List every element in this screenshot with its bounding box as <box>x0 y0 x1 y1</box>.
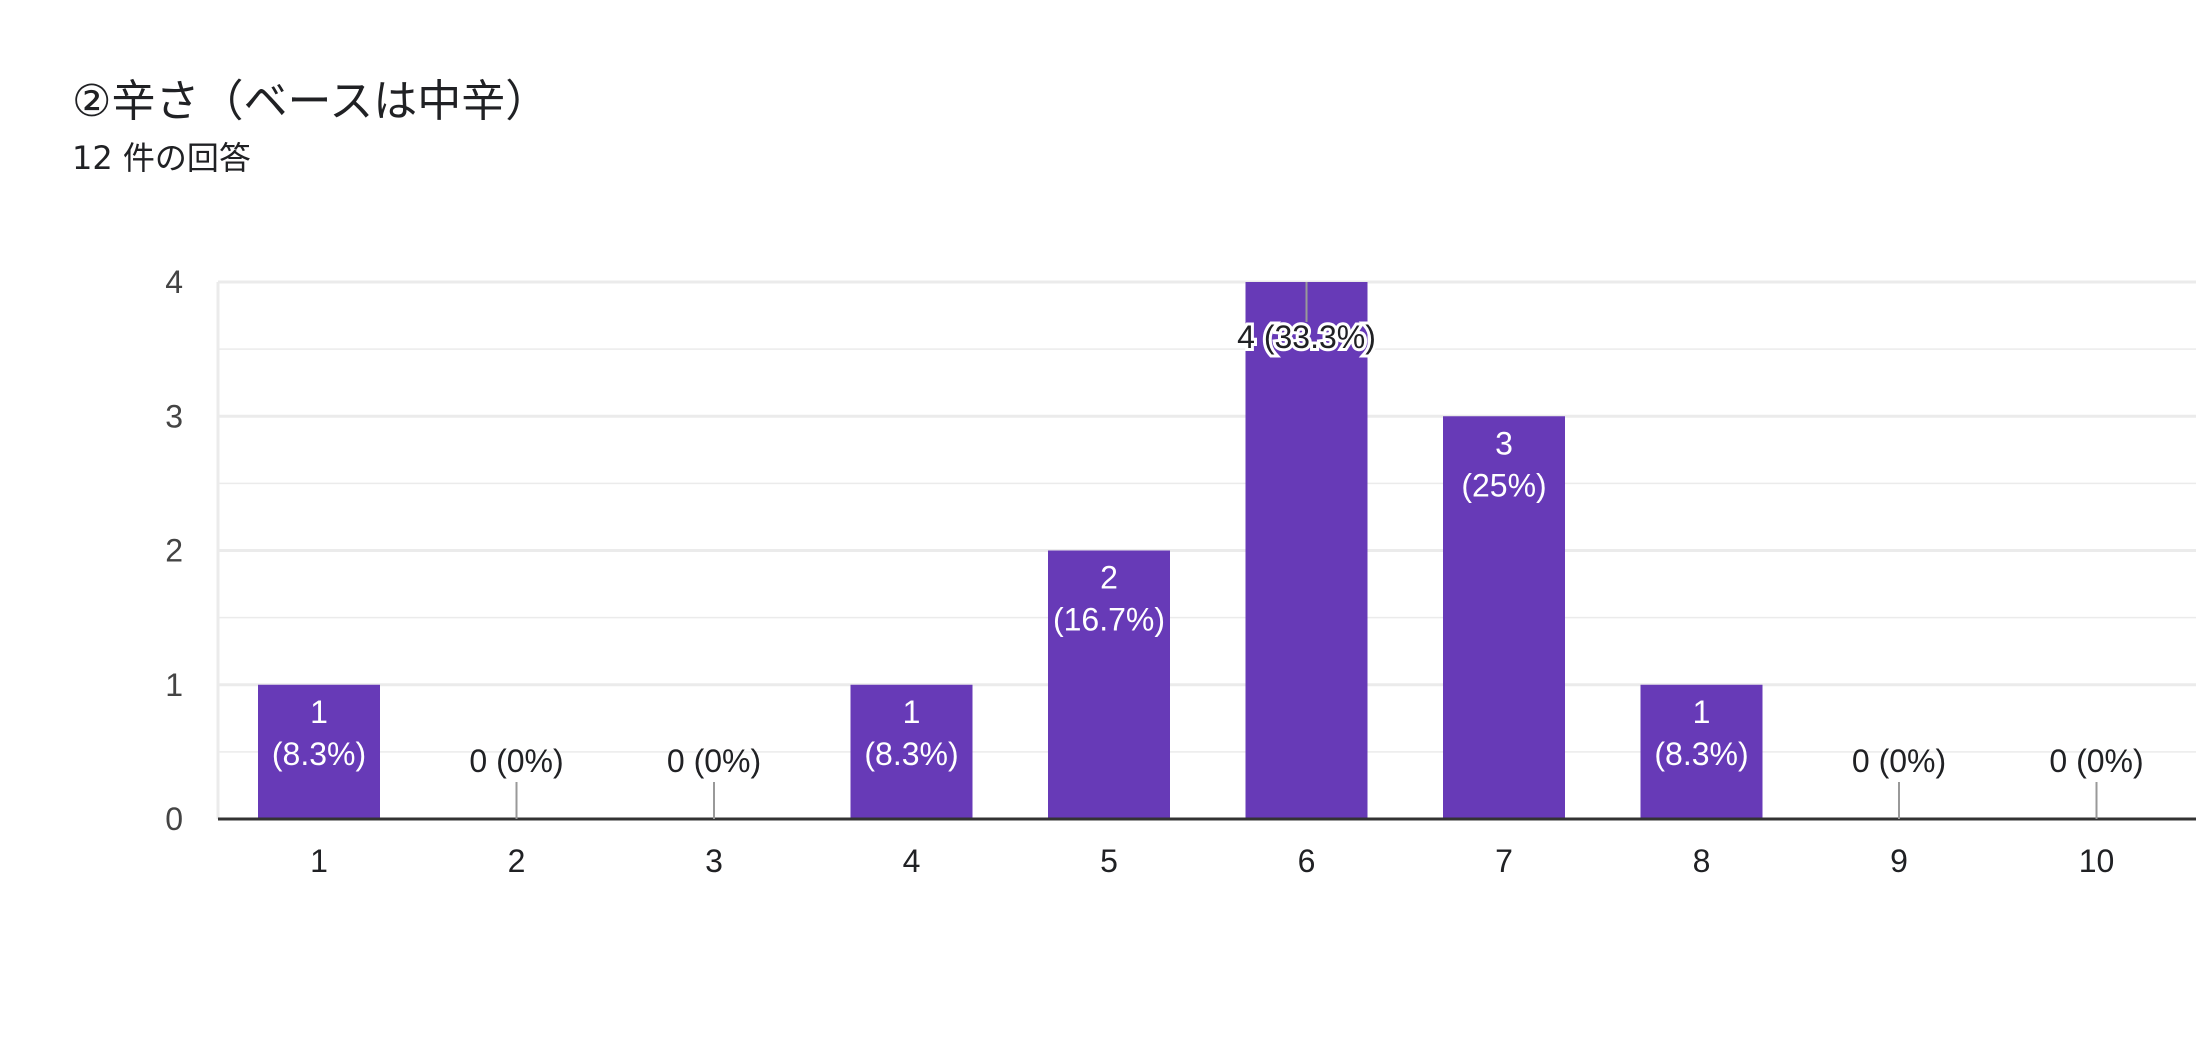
x-tick-label: 4 <box>903 843 921 879</box>
x-tick-label: 3 <box>705 843 723 879</box>
axes: 0 1 2 3 4 1 2 3 4 5 6 7 8 9 10 <box>165 264 2196 879</box>
x-tick-label: 2 <box>508 843 526 879</box>
data-label: 0 (0%) <box>1852 743 1946 779</box>
x-tick-label: 6 <box>1298 843 1316 879</box>
bar[interactable] <box>1048 550 1170 820</box>
question-title: ②辛さ（ベースは中辛） <box>72 76 550 127</box>
data-labels: 1 (8.3%) 0 (0%) 0 (0%) 1 (8.3%) 2 (16.7%) 4 (33.… <box>272 282 2144 819</box>
data-label: 1 (8.3%) <box>864 694 958 772</box>
x-tick-label: 8 <box>1693 843 1711 879</box>
response-count: 12 件の回答 <box>72 139 251 177</box>
x-tick-label: 1 <box>310 843 328 879</box>
x-tick-label: 5 <box>1100 843 1118 879</box>
data-label: 0 (0%) <box>2049 743 2143 779</box>
data-label: 3 (25%) <box>1461 425 1546 503</box>
data-label: 2 (16.7%) <box>1053 560 1165 638</box>
y-tick-label: 0 <box>165 801 183 837</box>
y-tick-label: 1 <box>165 667 183 703</box>
bar[interactable] <box>1245 282 1368 819</box>
x-tick-label: 9 <box>1890 843 1908 879</box>
y-tick-label: 4 <box>165 264 183 300</box>
x-tick-label: 10 <box>2079 843 2115 879</box>
bar[interactable] <box>1443 416 1565 819</box>
y-tick-label: 2 <box>165 533 183 569</box>
data-label: 0 (0%) <box>469 743 563 779</box>
data-label: 0 (0%) <box>667 743 761 779</box>
bar[interactable] <box>1640 684 1763 819</box>
bar[interactable] <box>258 684 380 819</box>
data-label: 1 (8.3%) <box>272 694 366 772</box>
bars <box>258 282 1763 819</box>
data-label: 4 (33.3%) <box>1237 319 1376 355</box>
question-header: ②辛さ（ベースは中辛） 12 件の回答 <box>72 70 549 182</box>
gridlines <box>216 280 2196 819</box>
data-label: 1 (8.3%) <box>1654 694 1748 772</box>
x-tick-label: 7 <box>1495 843 1513 879</box>
y-tick-label: 3 <box>165 398 183 434</box>
bar[interactable] <box>850 684 973 819</box>
